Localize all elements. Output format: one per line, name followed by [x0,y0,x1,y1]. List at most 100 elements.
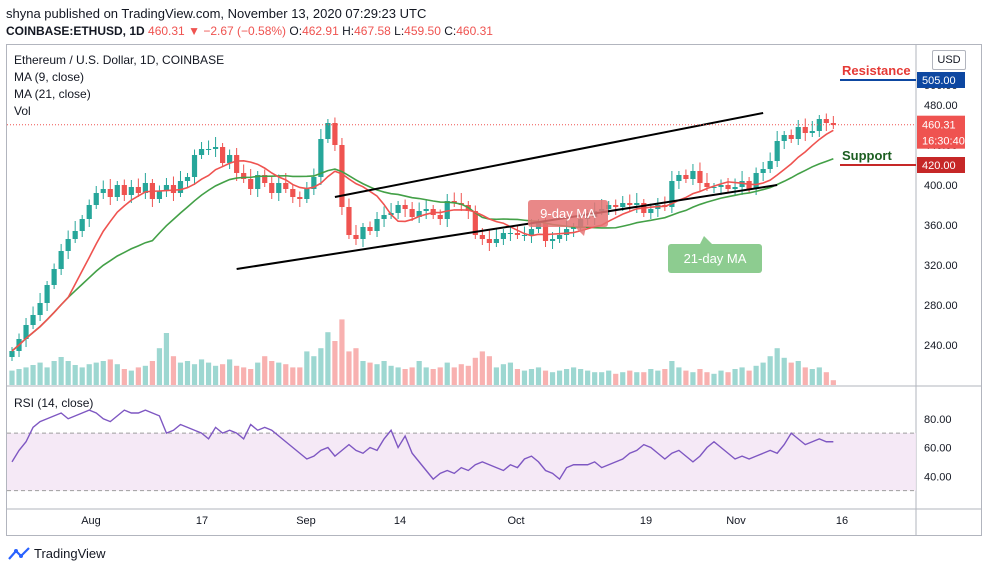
candle-body [620,203,626,207]
candle-body [479,235,485,239]
candle-body [44,285,50,303]
candle-body [774,141,780,161]
volume-bar [332,341,338,385]
volume-bar [725,372,731,385]
volume-bar [156,348,163,385]
candle-body [325,123,331,139]
candle-body [514,233,521,235]
countdown-text: 16:30:40 [922,136,965,148]
candle-body [451,201,457,203]
volume-bar [704,372,710,385]
volume-bar [718,370,724,385]
chart-frame[interactable] [6,44,982,536]
candle-body [500,233,506,239]
volume-bar [170,356,177,385]
volume-bar [465,365,471,385]
candle-body [9,351,15,357]
candle-body [718,185,724,187]
volume-bar [276,362,282,385]
volume-bar [37,362,43,385]
volume-bar [571,367,577,385]
candle-body [276,183,282,193]
candle-body [381,215,387,219]
candle-body [711,187,717,188]
candle-body [367,227,373,231]
volume-bar [634,372,640,385]
volume-bar [486,356,492,385]
candle-body [318,139,324,177]
rsi-tick-label: 80.00 [924,414,952,426]
volume-bar [51,361,57,385]
candle-body [353,235,359,239]
volume-bar [627,370,633,385]
candle-body [86,205,92,219]
candle-body [395,205,401,213]
volume-bar [732,369,738,385]
volume-bar [514,369,521,385]
candle-body [93,193,99,205]
volume-bar [500,364,506,385]
volume-bar [58,357,64,385]
volume-bar [220,364,226,385]
candle-body [30,315,36,325]
candle-body [114,185,120,197]
support-label: Support [842,148,892,163]
candle-body [676,175,682,181]
candle-body [725,185,731,189]
volume-bar [191,364,198,385]
volume-bar [795,361,801,385]
ma21-callout-pointer [700,236,712,244]
candle-body [163,185,170,191]
last-price-badge [917,115,965,149]
ohlc-line: COINBASE:ETHUSD, 1D 460.31 ▼ −2.67 (−0.5… [6,24,493,38]
currency-button[interactable]: USD [932,50,966,70]
volume-bar [767,356,773,385]
candle-body [542,223,549,241]
tradingview-footer[interactable]: TradingView [8,546,106,561]
candle-body [37,303,43,315]
ma9-line [11,129,834,352]
volume-bar [641,372,647,385]
candle-body [156,191,163,199]
volume-bar [521,370,528,385]
volume-bar [599,372,605,385]
volume-bar [184,361,191,385]
rsi-tick-label: 60.00 [924,443,952,455]
volume-bar [781,357,787,385]
candle-body [423,209,429,211]
volume-bar [72,365,78,385]
volume-bar [86,364,92,385]
publish-line: shyna published on TradingView.com, Nove… [6,6,427,21]
volume-bar [269,361,275,385]
candle-body [437,215,443,219]
candle-body [23,325,29,339]
volume-bar [367,362,373,385]
last-price-badge-text: 460.31 [922,120,956,132]
volume-bar [823,372,829,385]
volume-bar [739,367,745,385]
ma21-line [11,158,834,352]
candle-body [72,231,78,239]
candle-body [704,183,710,187]
volume-bar [774,348,780,385]
candle-body [823,119,829,123]
candle-body [563,229,570,235]
candle-body [416,211,422,217]
volume-bar [578,369,584,385]
candle-body [121,185,127,195]
candle-body [135,187,141,193]
volume-bar [613,373,619,385]
volume-bar [297,367,303,385]
volume-bar [79,367,85,385]
volume-bar [690,372,696,385]
volume-bar [44,367,50,385]
candle-body [669,181,675,207]
candle-body [234,155,240,173]
candle-body [177,181,184,193]
price-tick-label: 360.00 [924,220,958,232]
candle-body [627,203,633,205]
volume-bar [241,367,247,385]
channel-upper-line [334,112,764,198]
rsi-band [7,433,916,491]
